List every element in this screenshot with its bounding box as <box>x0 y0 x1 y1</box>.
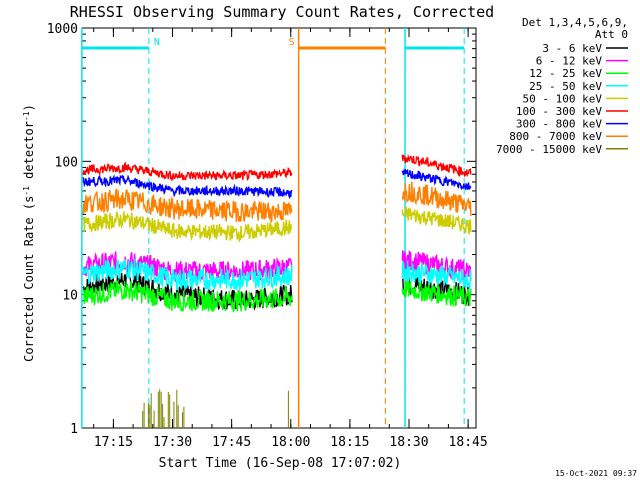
timestamp: 15-Oct-2021 09:37 <box>555 469 637 478</box>
legend-entry: 300 - 800 keV <box>516 118 602 131</box>
x-tick-label: 18:15 <box>330 435 369 450</box>
series-line <box>82 210 293 244</box>
series-line <box>401 153 472 178</box>
chart-title: RHESSI Observing Summary Count Rates, Co… <box>70 3 494 21</box>
y-tick-label: 1000 <box>47 22 78 37</box>
legend-entry: 800 - 7000 keV <box>509 130 602 143</box>
legend-entry: 25 - 50 keV <box>529 80 602 93</box>
legend-entry: 12 - 25 keV <box>529 67 602 80</box>
series-line <box>401 181 472 217</box>
legend-title: Det 1,3,4,5,6,9, <box>522 16 628 29</box>
x-tick-label: 17:30 <box>153 435 192 450</box>
x-axis-label: Start Time (16-Sep-08 17:07:02) <box>159 456 402 471</box>
x-tick-label: 17:45 <box>212 435 251 450</box>
series-line <box>401 260 472 290</box>
y-tick-label: 1 <box>70 422 78 437</box>
y-tick-label: 10 <box>62 289 78 304</box>
series-line <box>82 258 293 292</box>
y-tick-label: 100 <box>55 155 78 170</box>
x-tick-label: 17:15 <box>94 435 133 450</box>
legend-entry: 6 - 12 keV <box>536 55 603 68</box>
flag-label: S <box>289 37 295 48</box>
x-tick-label: 18:30 <box>389 435 428 450</box>
series-line <box>82 161 293 182</box>
legend-entry: 100 - 300 keV <box>516 105 602 118</box>
series-line <box>401 168 472 191</box>
legend-entry: 50 - 100 keV <box>523 92 603 105</box>
legend-entry: 3 - 6 keV <box>542 42 602 55</box>
flag-label: N <box>154 37 160 48</box>
series-line <box>142 389 289 428</box>
x-tick-label: 18:00 <box>271 435 310 450</box>
legend-entry: 7000 - 15000 keV <box>496 143 602 156</box>
series-line <box>401 278 472 308</box>
x-tick-label: 18:45 <box>449 435 488 450</box>
plot-axes: 1 10 100 1000 17:15 17:30 17:45 18:00 18:15 18:30… <box>47 22 488 450</box>
series-line <box>82 188 293 223</box>
series-line <box>82 173 293 200</box>
series-layer <box>82 153 472 428</box>
y-axis-label: Corrected Count Rate (s-1 detector-1) <box>22 104 37 362</box>
series-line <box>82 280 293 313</box>
series-line <box>401 205 472 236</box>
legend-title: Att 0 <box>595 28 628 41</box>
